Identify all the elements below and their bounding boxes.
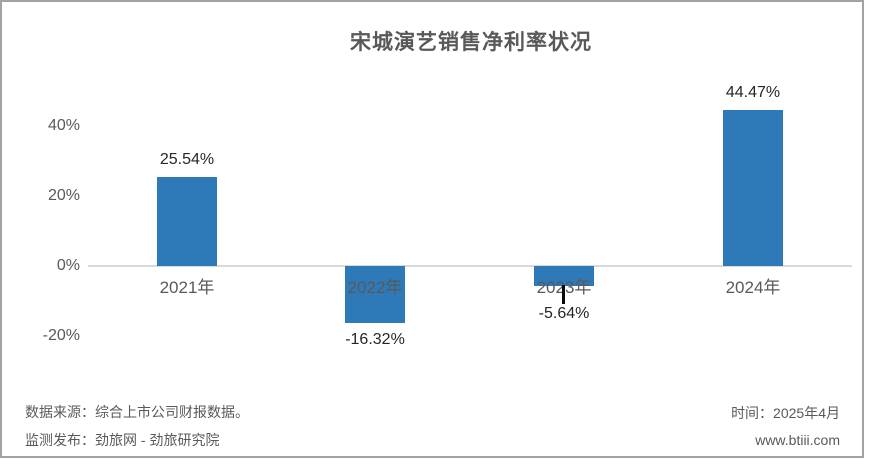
bar-value-label: 44.47% (725, 84, 781, 102)
bar-2021年 (157, 176, 217, 266)
y-axis-tick-label: 20% (47, 187, 80, 204)
zero-axis-line (88, 265, 852, 267)
publisher-line: 监测发布：劲旅网 - 劲旅研究院 (25, 432, 220, 448)
x-axis-category-label: 2021年 (159, 278, 215, 297)
website-text: www.btiii.com (755, 432, 840, 448)
footer-credits: 数据来源：综合上市公司财报数据。 监测发布：劲旅网 - 劲旅研究院 (25, 398, 249, 454)
y-axis-tick-label: 0% (56, 257, 80, 274)
bar-value-label: -5.64% (538, 305, 590, 322)
chart-title: 宋城演艺销售净利率状况 (350, 31, 592, 54)
bar-value-label: -16.32% (345, 331, 405, 349)
x-axis-category-label: 2024年 (725, 278, 781, 297)
bar-2022年 (345, 266, 405, 324)
bar-value-label: 25.54% (159, 150, 215, 168)
x-axis-category-label: 2022年 (347, 278, 403, 297)
data-source-line: 数据来源：综合上市公司财报数据。 (25, 404, 249, 420)
figure-border (0, 0, 864, 458)
bar-2024年 (723, 110, 783, 266)
y-axis-tick-label: -20% (42, 327, 80, 344)
bar-2023年 (534, 266, 594, 286)
footer-meta: 时间：2025年4月 www.btiii.com (540, 400, 840, 454)
time-line: 时间：2025年4月 (731, 405, 840, 421)
y-axis-tick-label: 40% (47, 117, 80, 134)
text-cursor (562, 285, 565, 304)
